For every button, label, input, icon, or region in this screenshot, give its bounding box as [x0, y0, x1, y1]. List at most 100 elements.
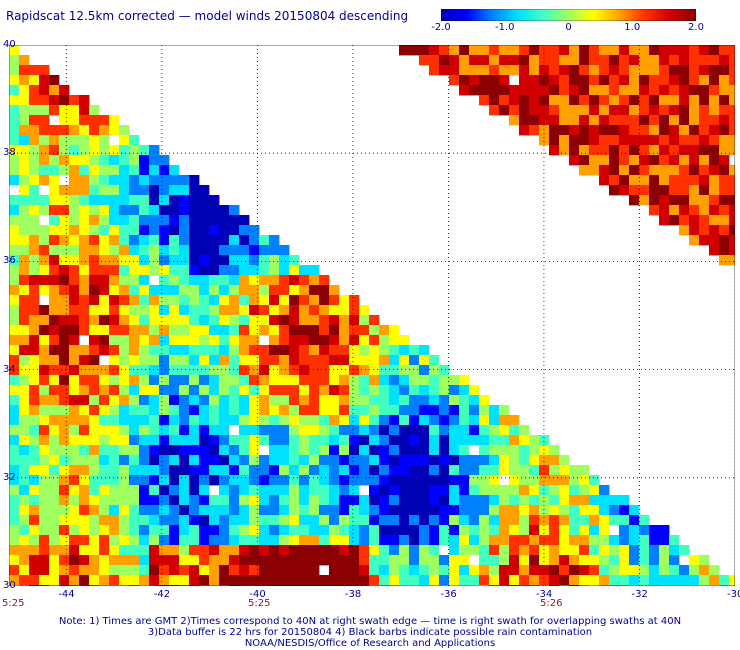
wind-cell [669, 535, 680, 546]
wind-cell [339, 425, 350, 436]
wind-cell [309, 545, 320, 556]
wind-cell [89, 305, 100, 316]
wind-cell [189, 535, 200, 546]
wind-cell [259, 235, 270, 246]
wind-cell [199, 415, 210, 426]
wind-cell [109, 385, 120, 396]
wind-cell [209, 355, 220, 366]
wind-cell [639, 55, 650, 66]
wind-cell [19, 465, 30, 476]
wind-cell [89, 255, 100, 266]
wind-cell [109, 445, 120, 456]
wind-cell [149, 575, 160, 586]
wind-cell [149, 185, 160, 196]
wind-cell [219, 325, 230, 336]
wind-cell [229, 525, 240, 536]
wind-cell [569, 565, 580, 576]
wind-cell [229, 515, 240, 526]
wind-cell [319, 585, 330, 586]
wind-cell [629, 85, 640, 96]
wind-cell [39, 415, 50, 426]
wind-cell [39, 225, 50, 236]
wind-cell [109, 515, 120, 526]
wind-cell [159, 155, 170, 166]
wind-cell [449, 65, 460, 76]
wind-cell [609, 505, 620, 516]
wind-cell [559, 65, 570, 76]
wind-cell [349, 435, 360, 446]
wind-cell [39, 345, 50, 356]
wind-cell [189, 415, 200, 426]
wind-cell [99, 425, 110, 436]
wind-cell [369, 545, 380, 556]
wind-cell [99, 135, 110, 146]
wind-cell [69, 295, 80, 306]
wind-cell [19, 525, 30, 536]
wind-cell [219, 555, 230, 566]
wind-cell [199, 355, 210, 366]
wind-cell [239, 555, 250, 566]
wind-cell [559, 145, 570, 156]
wind-cell [39, 365, 50, 376]
wind-cell [409, 545, 420, 556]
wind-cell [279, 585, 290, 586]
wind-cell [169, 215, 180, 226]
wind-cell [639, 165, 650, 176]
wind-cell [89, 465, 100, 476]
wind-cell [699, 85, 710, 96]
wind-cell [529, 435, 540, 446]
wind-cell [429, 455, 440, 466]
wind-cell [169, 475, 180, 486]
wind-cell [579, 135, 590, 146]
wind-cell [119, 325, 130, 336]
wind-cell [199, 295, 210, 306]
wind-cell [419, 505, 430, 516]
wind-cell [399, 515, 410, 526]
wind-cell [459, 565, 470, 576]
wind-cell [39, 265, 50, 276]
wind-cell [119, 395, 130, 406]
wind-cell [459, 45, 470, 56]
wind-cell [379, 505, 390, 516]
wind-cell [229, 305, 240, 316]
wind-cell [29, 155, 40, 166]
wind-cell [99, 375, 110, 386]
wind-cell [499, 545, 510, 556]
wind-cell [89, 185, 100, 196]
wind-cell [729, 165, 735, 176]
wind-cell [399, 575, 410, 586]
wind-cell [359, 475, 370, 486]
wind-cell [49, 555, 60, 566]
wind-cell [559, 115, 570, 126]
wind-cell [19, 515, 30, 526]
wind-cell [9, 245, 20, 256]
wind-cell [719, 85, 730, 96]
wind-cell [709, 205, 720, 216]
wind-cell [199, 315, 210, 326]
wind-cell [459, 435, 470, 446]
wind-cell [629, 525, 640, 536]
wind-cell [139, 325, 150, 336]
wind-cell [279, 475, 290, 486]
wind-cell [239, 245, 250, 256]
wind-cell [329, 555, 340, 566]
wind-cell [269, 335, 280, 346]
wind-cell [699, 175, 710, 186]
wind-cell [109, 375, 120, 386]
wind-cell [59, 285, 70, 296]
wind-cell [159, 445, 170, 456]
wind-cell [329, 525, 340, 536]
wind-cell [89, 155, 100, 166]
wind-cell [129, 365, 140, 376]
wind-cell [129, 235, 140, 246]
wind-cell [589, 155, 600, 166]
wind-cell [469, 545, 480, 556]
wind-cell [549, 75, 560, 86]
wind-cell [699, 105, 710, 116]
wind-cell [89, 275, 100, 286]
wind-cell [99, 175, 110, 186]
wind-cell [649, 115, 660, 126]
wind-cell [249, 475, 260, 486]
wind-cell [49, 195, 60, 206]
wind-cell [279, 485, 290, 496]
